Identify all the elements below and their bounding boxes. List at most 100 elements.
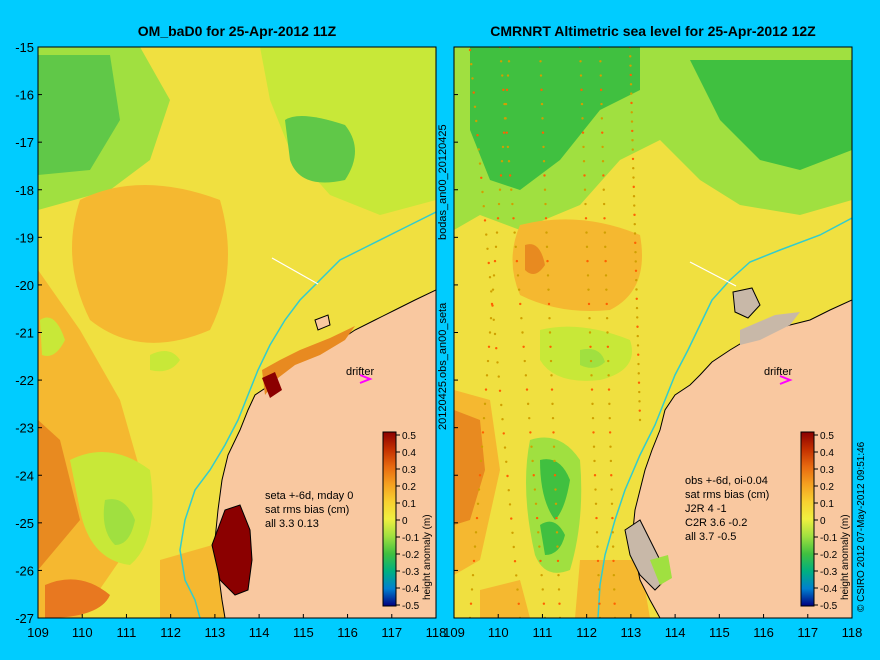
obs-dot xyxy=(634,241,637,245)
obs-dot xyxy=(516,274,520,277)
obs-dot xyxy=(547,288,550,291)
obs-dot xyxy=(581,131,585,134)
obs-dot xyxy=(580,88,583,92)
colorbar-tick-label: -0.4 xyxy=(820,584,838,595)
x-tick-label: 113 xyxy=(205,625,226,640)
obs-dot xyxy=(491,288,495,291)
obs-dot xyxy=(541,117,544,120)
obs-dot xyxy=(606,345,610,348)
obs-dot xyxy=(498,188,502,191)
obs-dot xyxy=(517,602,520,605)
obs-dot xyxy=(594,488,597,491)
colorbar-tick-label: -0.2 xyxy=(820,550,838,561)
obs-dot xyxy=(500,403,503,407)
right-annotation-line: all 3.7 -0.5 xyxy=(685,531,736,543)
copyright-label: © CSIRO 2012 07-May-2012 09:51:46 xyxy=(856,441,867,612)
obs-dot xyxy=(500,160,504,163)
obs-dot xyxy=(548,331,552,334)
obs-dot xyxy=(605,302,608,306)
obs-dot xyxy=(604,245,607,249)
colorbar-tick-label: 0.4 xyxy=(402,448,416,459)
obs-dot xyxy=(637,381,641,384)
obs-dot xyxy=(583,188,587,191)
obs-dot xyxy=(520,317,523,320)
obs-dot xyxy=(546,274,550,277)
obs-dot xyxy=(631,148,634,151)
obs-dot xyxy=(523,359,526,363)
colorbar-tick-label: 0.5 xyxy=(820,431,834,442)
obs-dot xyxy=(511,202,514,206)
obs-dot xyxy=(603,231,607,234)
obs-dot xyxy=(532,474,535,477)
obs-dot xyxy=(493,259,497,263)
obs-dot xyxy=(556,545,559,548)
right-panel-title: CMRNRT Altimetric sea level for 25-Apr-2… xyxy=(490,23,816,39)
obs-dot xyxy=(593,474,597,477)
obs-dot xyxy=(609,445,612,448)
left-colorbar: 0.5 0.4 0.3 0.2 0.1 0 -0.1 -0.2 -0.3 -0.4 -0.5 xyxy=(382,431,420,612)
obs-dot xyxy=(630,120,634,123)
obs-dot xyxy=(634,269,638,272)
obs-dot xyxy=(524,374,528,377)
obs-dot xyxy=(601,160,605,163)
y-tick-label: -24 xyxy=(15,468,34,483)
right-colorbar: 0.5 0.4 0.3 0.2 0.1 0 -0.1 -0.2 -0.3 -0.4 -0.5 xyxy=(800,431,838,612)
obs-dot xyxy=(488,331,492,334)
obs-dot xyxy=(480,445,484,448)
obs-dot xyxy=(476,134,479,137)
obs-dot xyxy=(636,316,639,319)
left-drifter-label: drifter xyxy=(346,366,374,378)
x-tick-label: 116 xyxy=(337,625,358,640)
obs-dot xyxy=(485,233,488,236)
obs-dot xyxy=(595,516,598,520)
obs-dot xyxy=(629,73,632,77)
obs-dot xyxy=(501,145,505,149)
x-tick-label: 109 xyxy=(443,625,465,640)
colorbar-tick-label: -0.2 xyxy=(402,550,420,561)
x-tick-label: 116 xyxy=(753,625,774,640)
left-axes: -15-16-17-18-19-20-21-22-23-24-25-26-271… xyxy=(15,40,446,640)
obs-dot xyxy=(492,318,495,321)
obs-dot xyxy=(592,431,595,434)
left-annotation-line: all 3.3 0.13 xyxy=(265,518,319,530)
right-annotation-line: obs +-6d, oi-0.04 xyxy=(685,475,768,487)
obs-dot xyxy=(586,259,589,263)
obs-dot xyxy=(613,602,616,605)
y-tick-label: -17 xyxy=(15,135,34,150)
obs-dot xyxy=(601,131,604,134)
obs-dot xyxy=(555,531,559,534)
obs-dot xyxy=(485,374,489,377)
obs-dot xyxy=(541,588,544,591)
obs-dot xyxy=(470,588,474,591)
obs-dot xyxy=(543,174,546,177)
observation-points xyxy=(468,47,642,618)
right-axes: 109 110 111 112 113 114 115 116 117 118 xyxy=(443,46,863,640)
obs-dot xyxy=(638,409,641,412)
obs-dot xyxy=(535,516,539,520)
obs-dot xyxy=(608,431,612,434)
obs-dot xyxy=(528,416,531,420)
obs-dot xyxy=(552,445,556,448)
obs-dot xyxy=(610,488,613,491)
obs-dot xyxy=(479,459,483,463)
obs-dot xyxy=(582,145,585,149)
y-tick-label: -22 xyxy=(15,373,34,388)
obs-dot xyxy=(482,416,486,420)
obs-dot xyxy=(472,559,476,563)
obs-dot xyxy=(510,188,513,191)
x-tick-label: 110 xyxy=(488,625,509,640)
colorbar-tick-label: 0.2 xyxy=(402,482,416,493)
obs-dot xyxy=(495,347,498,350)
obs-dot xyxy=(611,531,614,534)
x-tick-label: 110 xyxy=(72,625,93,640)
obs-dot xyxy=(631,129,634,133)
x-tick-label: 118 xyxy=(842,625,863,640)
obs-dot xyxy=(487,345,491,348)
left-drifter-marker xyxy=(359,374,373,384)
left-annotation-line: seta +-6d, mday 0 xyxy=(265,490,353,502)
obs-dot xyxy=(538,545,541,548)
obs-dot xyxy=(483,219,487,222)
obs-dot xyxy=(594,502,598,505)
obs-dot xyxy=(475,119,478,123)
